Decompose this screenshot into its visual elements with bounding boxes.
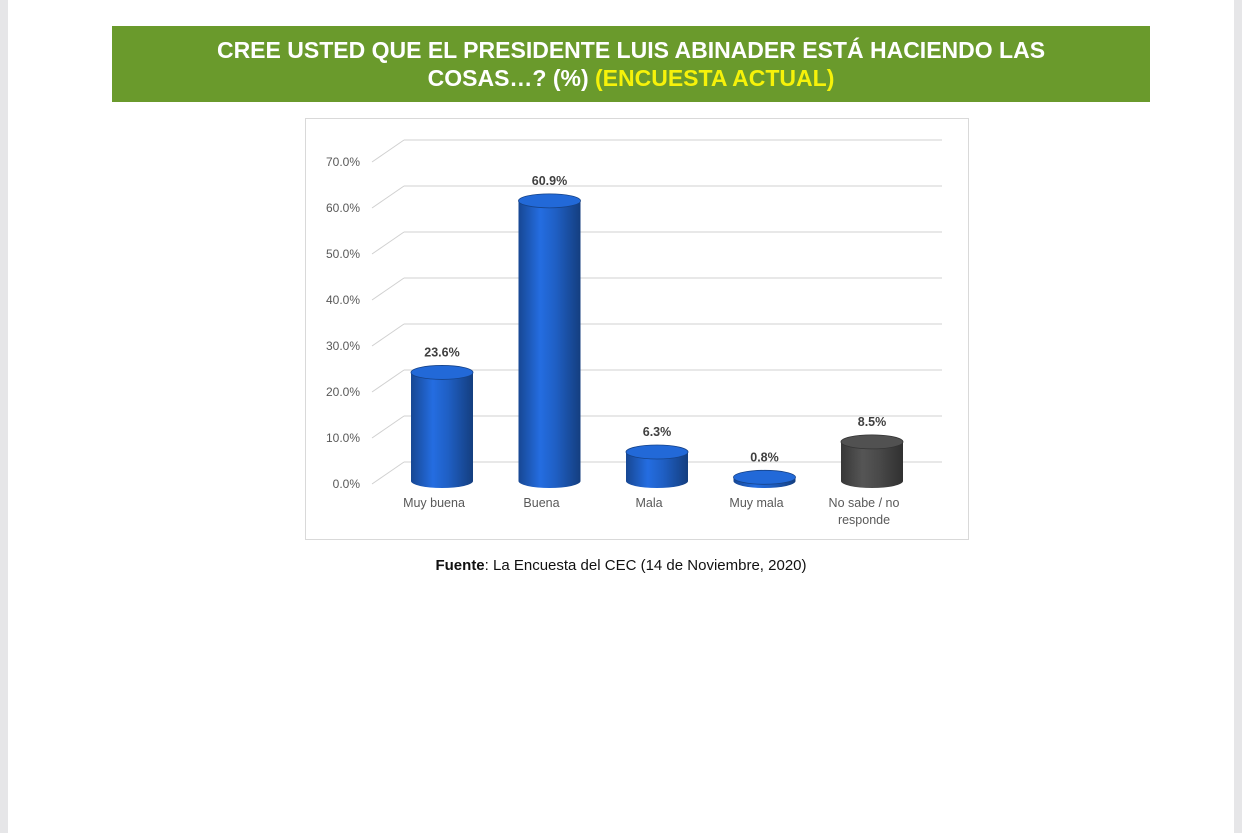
value-label-1: 60.9% xyxy=(532,174,567,188)
value-label-3: 0.8% xyxy=(750,450,779,464)
title-line-2: COSAS…? (%) (ENCUESTA ACTUAL) xyxy=(428,64,835,92)
grid-side-1 xyxy=(371,415,405,439)
y-tick-label-5: 50.0% xyxy=(326,247,360,261)
grid-side-2 xyxy=(371,369,405,393)
bar-top-3 xyxy=(733,469,796,485)
chart-container: 0.0% 10.0% 20.0% 30.0% 40.0% 50.0% 60.0% 70.0% 2… xyxy=(305,118,969,540)
value-label-2: 6.3% xyxy=(643,425,672,439)
y-tick-label-7: 70.0% xyxy=(326,155,360,169)
category-label-3: Muy mala xyxy=(729,496,783,510)
category-label-4-line-1: responde xyxy=(838,513,890,527)
category-label-4: No sabe / no xyxy=(829,496,900,510)
y-tick-label-1: 10.0% xyxy=(326,431,360,445)
y-tick-label-4: 40.0% xyxy=(326,293,360,307)
bar-body-1 xyxy=(518,200,581,489)
source-label: Fuente xyxy=(435,557,485,574)
category-label-0: Muy buena xyxy=(403,496,465,510)
y-tick-label-2: 20.0% xyxy=(326,385,360,399)
bar-chart: 0.0% 10.0% 20.0% 30.0% 40.0% 50.0% 60.0% 70.0% 2… xyxy=(326,139,942,527)
grid-side-6 xyxy=(371,185,405,209)
grid-side-7 xyxy=(371,139,405,163)
bar-body-4 xyxy=(841,441,903,488)
bar-top-0 xyxy=(410,365,474,380)
category-label-2: Mala xyxy=(635,496,662,510)
grid-side-0 xyxy=(371,461,405,485)
bar-body-2 xyxy=(626,452,688,488)
value-label-0: 23.6% xyxy=(424,345,459,359)
y-tick-label-3: 30.0% xyxy=(326,339,360,353)
y-tick-label-6: 60.0% xyxy=(326,201,360,215)
bar-top-2 xyxy=(625,444,689,460)
value-label-4: 8.5% xyxy=(858,415,887,429)
category-label-1: Buena xyxy=(523,496,559,510)
title-banner: CREE USTED QUE EL PRESIDENTE LUIS ABINAD… xyxy=(112,26,1150,102)
title-accent: (ENCUESTA ACTUAL) xyxy=(595,65,835,91)
title-line-1: CREE USTED QUE EL PRESIDENTE LUIS ABINAD… xyxy=(216,37,1046,63)
y-tick-label-0: 0.0% xyxy=(333,477,361,491)
bar-top-1 xyxy=(518,193,581,209)
title-line-2-text: COSAS…? (%) xyxy=(427,65,589,91)
grid-side-5 xyxy=(371,231,405,255)
document-page: CREE USTED QUE EL PRESIDENTE LUIS ABINAD… xyxy=(8,0,1234,833)
source-text: : La Encuesta del CEC (14 de Noviembre, … xyxy=(484,557,807,574)
grid-side-4 xyxy=(371,277,405,301)
bar-body-0 xyxy=(411,372,473,488)
source-note: Fuente: La Encuesta del CEC (14 de Novie… xyxy=(8,557,1234,574)
grid-side-3 xyxy=(371,323,405,347)
bar-top-4 xyxy=(840,434,904,450)
